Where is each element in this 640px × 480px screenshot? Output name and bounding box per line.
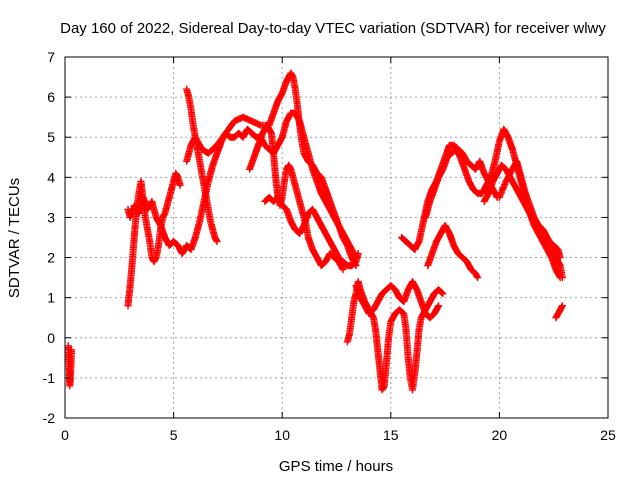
x-axis-label: GPS time / hours: [279, 458, 393, 475]
plot-area: [64, 69, 566, 394]
y-tick-label: 7: [47, 49, 55, 65]
x-tick-label: 25: [600, 427, 616, 443]
series-s7: [261, 193, 362, 270]
series-s14: [495, 157, 566, 282]
series-markers: [352, 278, 443, 322]
plot-frame: [64, 56, 609, 419]
y-axis-label: SDTVAR / TECUs: [6, 178, 23, 298]
series-markers: [552, 302, 566, 322]
x-tick-label: 0: [61, 427, 69, 443]
series-markers: [124, 109, 360, 262]
series-s1: [64, 342, 76, 390]
x-tick-label: 5: [170, 427, 178, 443]
series-s5: [183, 69, 360, 270]
y-tick-label: 2: [47, 250, 55, 266]
y-tick-label: 1: [47, 290, 55, 306]
y-tick-label: 5: [47, 129, 55, 145]
series-markers: [246, 121, 347, 274]
series-markers: [261, 193, 362, 270]
axis-ticks: 0 5 10 15 20 25 -2 -1 0 1 2 3 4 5 6 7: [43, 49, 616, 443]
series-markers: [183, 69, 360, 270]
y-tick-label: -1: [43, 370, 56, 386]
series-s12: [422, 125, 564, 282]
y-tick-label: 4: [47, 169, 55, 185]
series-s6: [246, 121, 347, 274]
series-markers: [64, 342, 76, 390]
series-s9: [352, 278, 443, 322]
y-tick-label: 6: [47, 89, 55, 105]
series-s15: [552, 302, 566, 322]
y-tick-label: 3: [47, 209, 55, 225]
series-s11: [424, 221, 482, 282]
y-tick-label: -2: [43, 410, 56, 426]
series-markers: [424, 221, 482, 282]
series-markers: [495, 157, 566, 282]
series-s3: [124, 109, 360, 262]
chart-title: Day 160 of 2022, Sidereal Day-to-day VTE…: [60, 20, 606, 37]
x-tick-label: 10: [274, 427, 290, 443]
y-tick-label: 0: [47, 330, 55, 346]
series-markers: [422, 125, 564, 282]
x-tick-label: 20: [492, 427, 508, 443]
x-tick-label: 15: [383, 427, 399, 443]
